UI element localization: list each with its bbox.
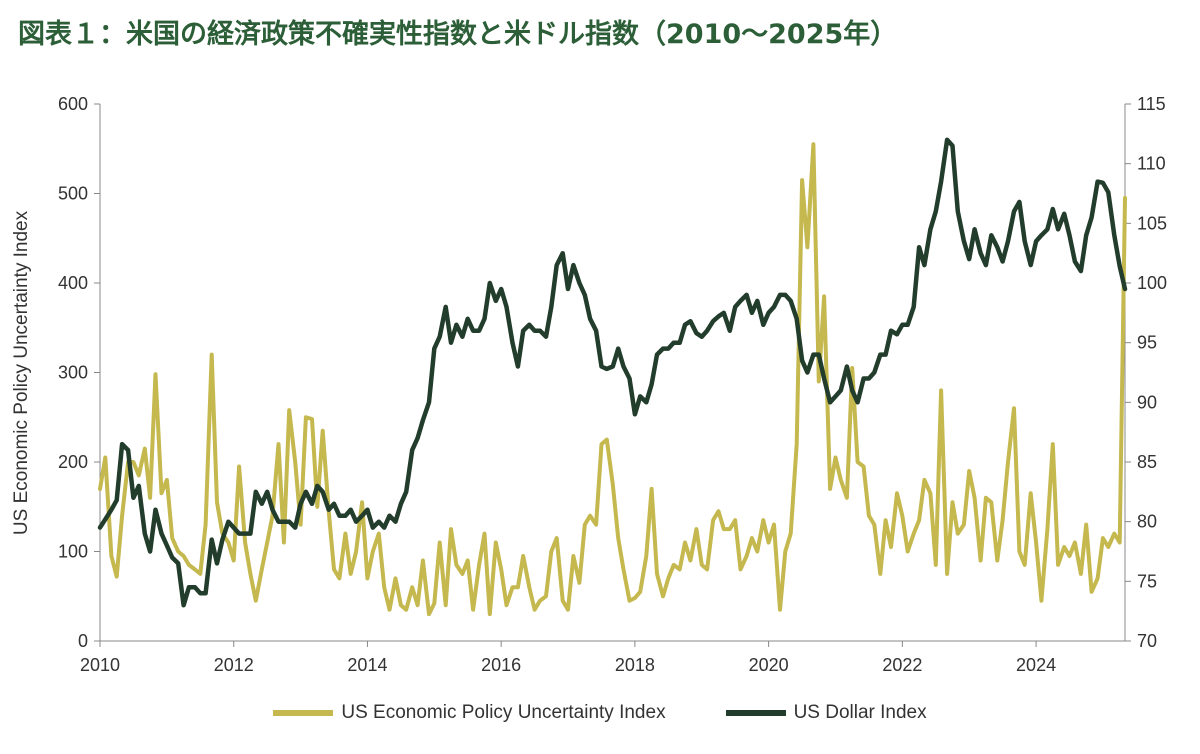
y-left-tick-label: 500 xyxy=(58,184,88,204)
series-line-uncertainty xyxy=(98,142,1127,617)
y-right-tick-label: 90 xyxy=(1137,392,1157,412)
y-right-tick-label: 100 xyxy=(1137,273,1167,293)
legend-item-uncertainty: US Economic Policy Uncertainty Index xyxy=(273,702,666,724)
y-right-tick-label: 80 xyxy=(1137,512,1157,532)
y-left-tick-label: 300 xyxy=(58,363,88,383)
y-right-tick-label: 85 xyxy=(1137,452,1157,472)
y-right-tick-label: 105 xyxy=(1137,213,1167,233)
legend-item-dollar: US Dollar Index xyxy=(725,702,927,724)
x-tick-label: 2012 xyxy=(214,655,254,675)
legend-swatch-uncertainty xyxy=(273,710,334,716)
x-tick-label: 2024 xyxy=(1016,655,1056,675)
series-line-dollar xyxy=(97,137,1128,608)
y-left-tick-label: 600 xyxy=(58,94,88,114)
x-tick-label: 2022 xyxy=(882,655,922,675)
x-tick-label: 2018 xyxy=(615,655,655,675)
y-left-tick-label: 400 xyxy=(58,273,88,293)
chart-title: 図表１：米国の経済政策不確実性指数と米ドル指数（2010～2025年） xyxy=(18,19,898,50)
y-left-tick-label: 0 xyxy=(78,631,88,651)
y-right-tick-label: 75 xyxy=(1137,571,1157,591)
legend: US Economic Policy Uncertainty Index US … xyxy=(0,702,1200,724)
y-right-tick-label: 95 xyxy=(1137,333,1157,353)
legend-swatch-dollar xyxy=(725,710,786,716)
y-right-tick-label: 110 xyxy=(1137,154,1166,174)
legend-label-dollar: US Dollar Index xyxy=(793,702,927,723)
x-tick-label: 2014 xyxy=(347,655,387,675)
y-right-tick-label: 115 xyxy=(1137,94,1166,114)
x-tick-label: 2020 xyxy=(749,655,789,675)
y-right-tick-label: 70 xyxy=(1137,631,1157,651)
y-left-tick-label: 200 xyxy=(58,452,88,472)
x-tick-label: 2016 xyxy=(481,655,521,675)
y-left-tick-label: 100 xyxy=(58,542,88,562)
legend-label-uncertainty: US Economic Policy Uncertainty Index xyxy=(341,702,666,723)
y-axis-left-title: US Economic Policy Uncertainty Index xyxy=(11,210,32,535)
x-tick-label: 2010 xyxy=(80,655,120,675)
